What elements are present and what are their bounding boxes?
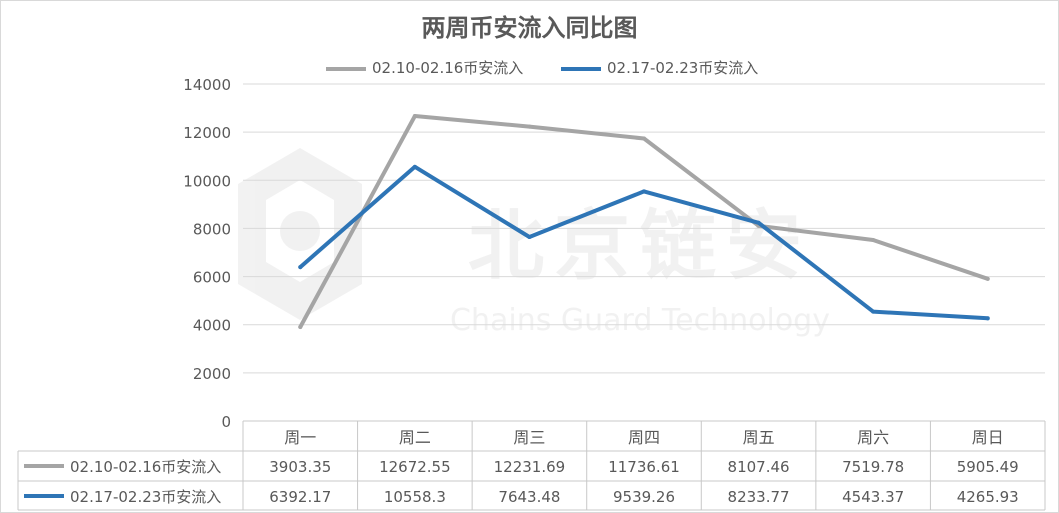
legend-label-series-1: 02.10-02.16币安流入: [372, 59, 524, 77]
legend-label-series-2: 02.17-02.23币安流入: [607, 59, 759, 77]
data-point: [298, 265, 303, 270]
table-cell-value: 10558.3: [384, 488, 446, 506]
watermark-subtitle: Chains Guard Technology: [450, 303, 830, 338]
table-cell-value: 7519.78: [842, 458, 904, 476]
watermark-hex-core-icon: [280, 211, 320, 251]
data-point: [871, 237, 876, 242]
y-tick-label: 14000: [183, 76, 231, 94]
table-cell-value: 5905.49: [957, 458, 1019, 476]
category-label: 周二: [399, 428, 431, 447]
data-point: [642, 136, 646, 141]
table-cell-value: 7643.48: [498, 488, 560, 506]
legend-swatch-series-2: [561, 66, 601, 71]
table-cell-value: 12231.69: [494, 458, 566, 476]
data-point: [527, 235, 532, 240]
y-tick-label: 12000: [183, 124, 231, 142]
chart-title: 两周币安流入同比图: [421, 13, 638, 42]
table-cell-value: 9539.26: [613, 488, 675, 506]
table-cell-value: 12672.55: [379, 458, 451, 476]
legend-item-series-2: 02.17-02.23币安流入: [561, 56, 758, 80]
data-point: [756, 220, 761, 225]
table-cell-value: 8107.46: [728, 458, 790, 476]
data-point: [642, 189, 646, 194]
category-label: 周日: [972, 428, 1004, 447]
category-label: 周一: [284, 428, 316, 447]
data-point: [412, 164, 417, 169]
data-point: [985, 316, 990, 321]
legend: 02.10-02.16币安流入 02.17-02.23币安流入: [0, 56, 1059, 80]
category-label: 周三: [513, 428, 545, 447]
category-label: 周四: [628, 428, 660, 447]
table-series-name: 02.17-02.23币安流入: [70, 488, 221, 506]
category-label: 周五: [743, 428, 775, 447]
category-label: 周六: [857, 428, 889, 447]
data-point: [412, 113, 417, 118]
table-series-name: 02.10-02.16币安流入: [70, 458, 221, 476]
data-point: [871, 309, 876, 314]
table-cell-value: 3903.35: [269, 458, 331, 476]
y-tick-label: 4000: [193, 317, 231, 335]
data-point: [527, 124, 532, 129]
y-tick-label: 2000: [193, 365, 231, 383]
table-cell-value: 4543.37: [842, 488, 904, 506]
table-cell-value: 11736.61: [608, 458, 680, 476]
y-axis: 0 2000 4000 6000 8000 10000 12000 14000: [183, 76, 231, 431]
data-table: 周一 周二 周三 周四 周五 周六 周日 02.10-02.16币安流入 3903.35 1267…: [17, 420, 1046, 511]
data-point: [985, 276, 990, 281]
y-tick-label: 8000: [193, 220, 231, 238]
data-point: [298, 325, 303, 330]
legend-item-series-1: 02.10-02.16币安流入: [326, 56, 523, 80]
series-lines: [298, 113, 990, 330]
table-cell-value: 6392.17: [269, 488, 331, 506]
y-tick-label: 0: [221, 413, 231, 431]
y-tick-label: 10000: [183, 172, 231, 190]
table-cell-value: 4265.93: [957, 488, 1019, 506]
y-tick-label: 6000: [193, 269, 231, 287]
table-cell-value: 8233.77: [728, 488, 790, 506]
legend-swatch-series-1: [326, 66, 366, 71]
